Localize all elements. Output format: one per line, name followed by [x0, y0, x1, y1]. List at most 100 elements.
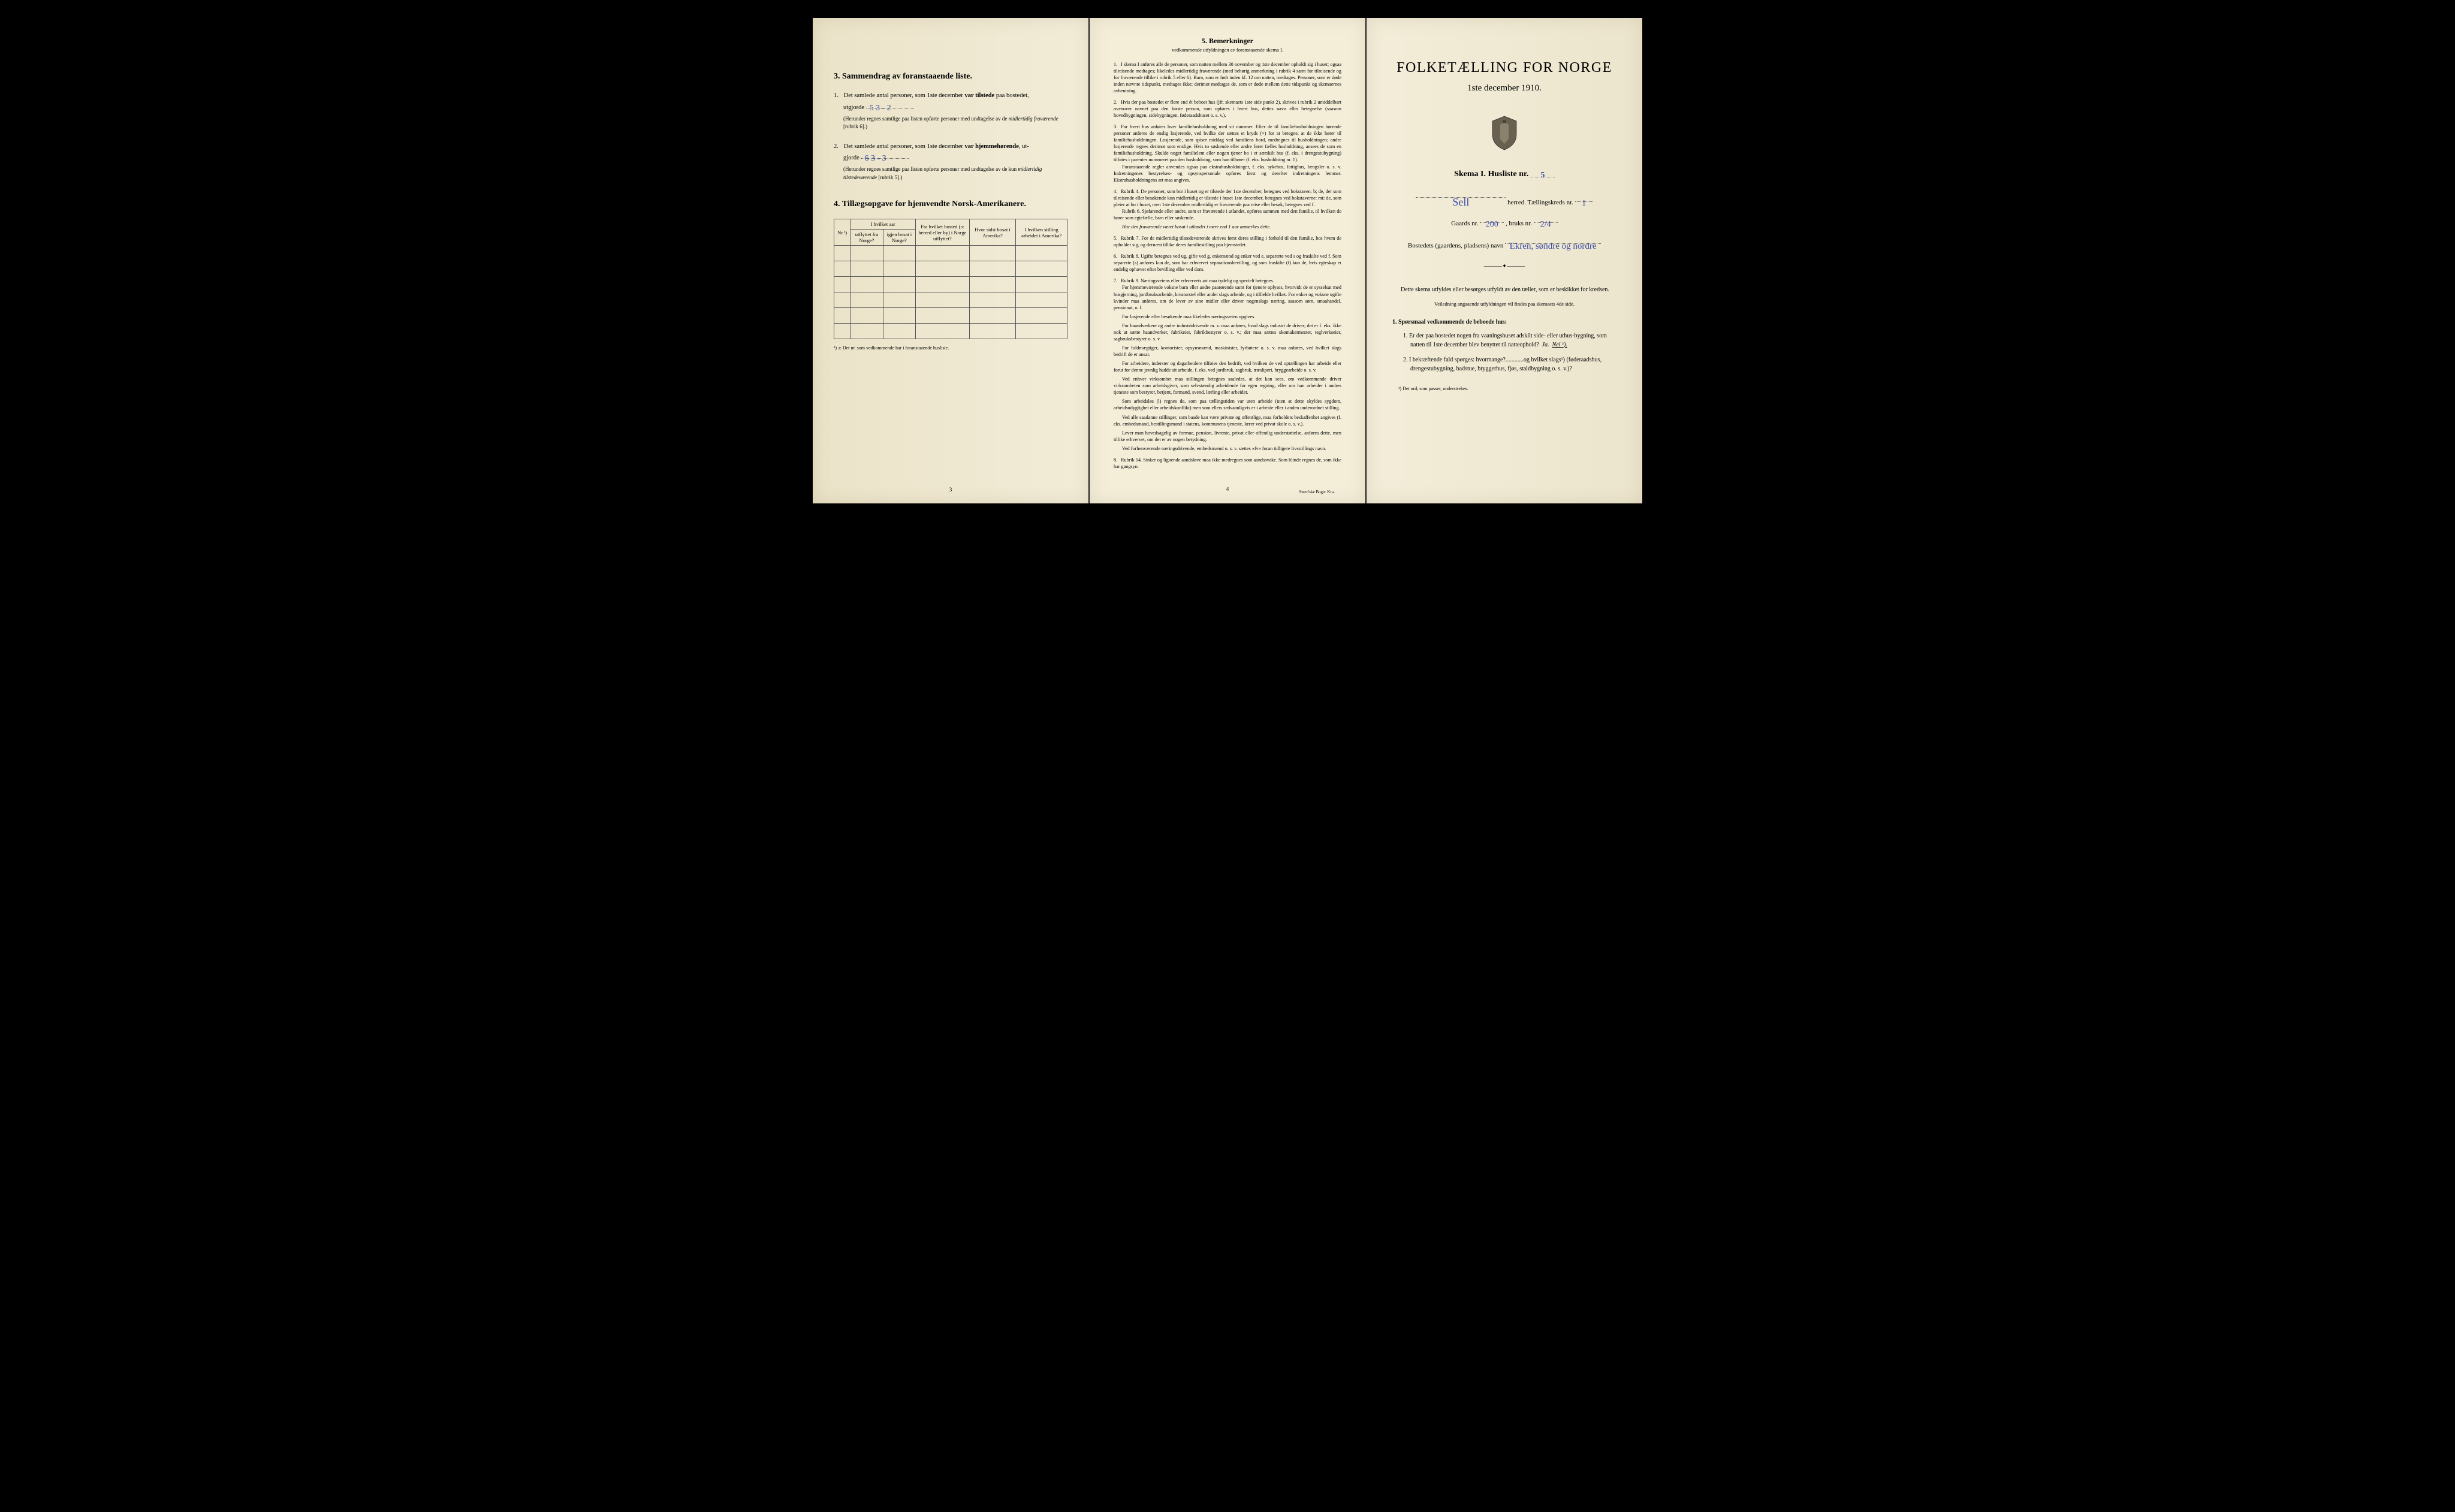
herred-label: herred. Tællingskreds nr.: [1507, 199, 1573, 206]
item2-value: 6 3 - 3: [861, 154, 889, 163]
section-3-body: 1. Det samlede antal personer, som 1ste …: [834, 91, 1067, 182]
table-row: [834, 308, 1067, 324]
remark-4-extra-a: Rubrik 6. Sjøfarende eller andre, som er…: [1114, 208, 1341, 221]
remark-2-text: Hvis der paa bostedet er flere end ét be…: [1114, 99, 1341, 118]
sub-note: Veiledning angaaende utfyldningen vil fi…: [1392, 300, 1616, 308]
remark-3: 3.For hvert hus anføres hver familiehush…: [1114, 123, 1341, 183]
remark-5-text: Rubrik 7. For de midlertidig tilstedevær…: [1114, 236, 1341, 248]
q1-nei: Nei ¹).: [1552, 342, 1567, 348]
remark-4-extra-b: Har den fraværende været bosat i utlande…: [1114, 224, 1341, 230]
body-text: Dette skema utfyldes eller besørges utfy…: [1388, 285, 1621, 393]
item2-bold: var hjemmehørende: [965, 143, 1019, 150]
r7-p5: Ved enhver virksomhet maa stillingen bet…: [1114, 376, 1341, 396]
th-col5: I hvilken stilling arbeidet i Amerika?: [1016, 219, 1067, 246]
gaards-nr: 200: [1482, 220, 1502, 229]
husliste-nr: 5: [1537, 171, 1548, 180]
bosted-label: Bostedets (gaardens, pladsens) navn: [1408, 242, 1503, 249]
r7-p2: For haandverkere og andre industridriven…: [1114, 322, 1341, 342]
item1-value: 5 3 - 2: [866, 104, 895, 113]
r7-p9: Ved forhenværende næringsdrivende, embed…: [1114, 445, 1341, 452]
question-1: 1. Er der paa bostedet nogen fra vaaning…: [1403, 331, 1616, 349]
r7-p0: For hjemmeværende voksne barn eller andr…: [1114, 284, 1341, 310]
question-heading: 1. Spørsmaal vedkommende de beboede hus:: [1392, 318, 1616, 327]
intro-paragraph: Dette skema utfyldes eller besørges utfy…: [1392, 285, 1616, 294]
th-col1b: utflyttet fra Norge?: [850, 230, 883, 246]
q2-text: I bekræftende fald spørges: hvormange?..…: [1409, 357, 1602, 372]
table-row: [834, 324, 1067, 339]
r7-p6: Som arbeidsløs (l) regnes de, som paa tæ…: [1114, 398, 1341, 411]
page-2: 5. Bemerkninger vedkommende utfyldningen…: [1090, 18, 1365, 503]
th-col1a: I hvilket aar: [850, 219, 916, 230]
remark-3-extra: Foranstaaende regler anvendes ogsaa paa …: [1114, 164, 1341, 183]
gaards-line: Gaards nr. 200 , bruks nr. 2/4: [1388, 215, 1621, 230]
gaards-label: Gaards nr.: [1451, 220, 1478, 227]
item-2: 2. Det samlede antal personer, som 1ste …: [834, 142, 1067, 182]
remark-7-text: Rubrik 9. Næringsveiens eller erhvervets…: [1121, 278, 1274, 283]
r7-p3: For fuldmægtiger, kontorister, opsynsmæn…: [1114, 345, 1341, 358]
question-2: 2. I bekræftende fald spørges: hvormange…: [1403, 355, 1616, 373]
skema-label: Skema I. Husliste nr.: [1454, 170, 1528, 179]
document-spread: 3. Sammendrag av foranstaaende liste. 1.…: [813, 18, 1642, 503]
item1-text-a: Det samlede antal personer, som 1ste dec…: [844, 92, 963, 99]
remark-4-text: Rubrik 4. De personer, som bor i huset o…: [1114, 189, 1341, 207]
remark-5: 5.Rubrik 7. For de midlertidig tilstedev…: [1114, 235, 1341, 248]
item2-text-b: , ut-: [1019, 143, 1029, 150]
section-4-table: Nr.¹) I hvilket aar Fra hvilket bosted (…: [834, 219, 1067, 339]
bosted-line: Bostedets (gaardens, pladsens) navn Ekre…: [1388, 236, 1621, 252]
th-col3: Fra hvilket bosted (ɔ: herred eller by) …: [916, 219, 969, 246]
bosted-value: Ekren, søndre og nordre: [1506, 242, 1600, 251]
r7-p1: For losjerende eller besøkende maa likel…: [1114, 313, 1341, 320]
item1-line2: utgjorde: [843, 104, 864, 111]
r7-p4: For arbeidere, inderster og dagarbeidere…: [1114, 360, 1341, 373]
page-number-1: 3: [949, 487, 952, 493]
tkreds-nr: 1: [1578, 199, 1590, 208]
divider: ―――✦―――: [1388, 263, 1621, 270]
r7-p8: Lever man hovedsagelig av formue, pensio…: [1114, 430, 1341, 443]
main-title: FOLKETÆLLING FOR NORGE: [1388, 60, 1621, 76]
item2-note: (Herunder regnes samtlige paa listen opf…: [843, 165, 1067, 182]
remark-1-text: I skema I anføres alle de personer, som …: [1114, 62, 1341, 93]
remark-2: 2.Hvis der paa bostedet er flere end ét …: [1114, 99, 1341, 119]
table-row: [834, 246, 1067, 261]
remark-6-text: Rubrik 8. Ugifte betegnes ved ug, gifte …: [1114, 253, 1341, 272]
r7-p7: Ved alle saadanne stillinger, som baade …: [1114, 414, 1341, 427]
item1-note: (Herunder regnes samtlige paa listen opf…: [843, 115, 1067, 131]
page-number-2: 4: [1226, 485, 1229, 493]
remark-6: 6.Rubrik 8. Ugifte betegnes ved ug, gift…: [1114, 253, 1341, 273]
remark-8: 8.Rubrik 14. Sinker og lignende aandsløv…: [1114, 457, 1341, 470]
q1-ja: Ja.: [1542, 342, 1549, 348]
table-row: [834, 277, 1067, 292]
section-4-footnote: ¹) ɔ: Det nr. som vedkommende har i fora…: [834, 345, 1067, 351]
footnote-3: ¹) Det ord, som passer, understrekes.: [1392, 385, 1616, 393]
q1-text: Er der paa bostedet nogen fra vaaningshu…: [1409, 333, 1607, 348]
census-date: 1ste december 1910.: [1388, 83, 1621, 93]
item2-text-a: Det samlede antal personer, som 1ste dec…: [844, 143, 963, 150]
section-4-title: 4. Tillægsopgave for hjemvendte Norsk-Am…: [834, 200, 1067, 209]
herred-line: Sell herred. Tællingskreds nr. 1: [1388, 190, 1621, 209]
skema-line: Skema I. Husliste nr. 5: [1388, 170, 1621, 179]
herred-value: Sell: [1449, 196, 1473, 208]
page-3: FOLKETÆLLING FOR NORGE 1ste december 191…: [1367, 18, 1642, 503]
section-5-subtitle: vedkommende utfyldningen av foranstaaend…: [1114, 47, 1341, 53]
page-1: 3. Sammendrag av foranstaaende liste. 1.…: [813, 18, 1088, 503]
bruks-label: , bruks nr.: [1506, 220, 1532, 227]
section-5-title: 5. Bemerkninger: [1114, 36, 1341, 46]
th-nr: Nr.¹): [834, 219, 850, 246]
table-row: [834, 292, 1067, 308]
item2-line2: gjorde: [843, 155, 859, 161]
item1-bold: var tilstede: [965, 92, 995, 99]
printer-mark: Steen'ske Bogtr. Kr.a.: [1299, 490, 1335, 495]
th-col2a: igjen bosat i Norge?: [883, 230, 915, 246]
item-1: 1. Det samlede antal personer, som 1ste …: [834, 91, 1067, 131]
remark-3-text: For hvert hus anføres hver familiehushol…: [1114, 124, 1341, 162]
remark-4: 4.Rubrik 4. De personer, som bor i huset…: [1114, 188, 1341, 230]
remark-1: 1.I skema I anføres alle de personer, so…: [1114, 61, 1341, 94]
remark-8-text: Rubrik 14. Sinker og lignende aandsløve …: [1114, 457, 1341, 469]
item1-text-b: paa bostedet,: [996, 92, 1029, 99]
table-row: [834, 261, 1067, 277]
remark-7: 7.Rubrik 9. Næringsveiens eller erhverve…: [1114, 277, 1341, 451]
section-3-title: 3. Sammendrag av foranstaaende liste.: [834, 72, 1067, 82]
th-col4: Hvor sidst bosat i Amerika?: [969, 219, 1016, 246]
bruks-nr: 2/4: [1537, 220, 1555, 229]
coat-of-arms-icon: [1489, 115, 1519, 151]
